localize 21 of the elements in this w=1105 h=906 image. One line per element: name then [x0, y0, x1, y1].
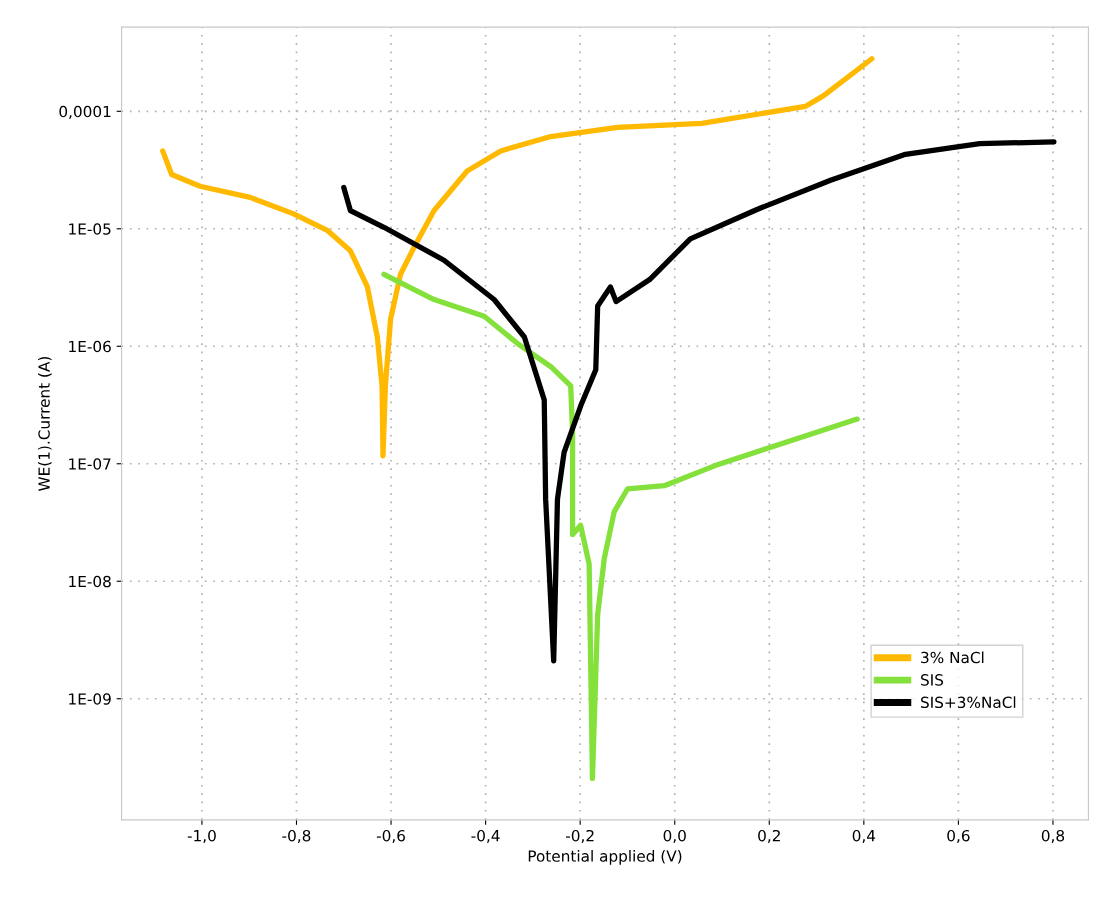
x-tick-label: -0,6: [376, 829, 405, 844]
x-tick-label: 0,0: [663, 829, 686, 844]
legend-label: 3% NaCl: [921, 651, 984, 664]
y-tick-label: 1E-06: [69, 340, 111, 353]
y-tick-label: 1E-08: [69, 575, 111, 588]
y-tick-label: 1E-09: [69, 693, 111, 705]
y-tick-label: 1E-05: [69, 223, 111, 235]
y-tick-label: 0,0001: [59, 105, 111, 119]
x-tick-label: 0,6: [947, 829, 970, 844]
x-tick-label: 0,4: [852, 829, 876, 844]
x-tick-label: 0,2: [758, 829, 780, 844]
x-tick-label: 0,8: [1041, 829, 1065, 844]
x-tick-label: -1,0: [187, 829, 216, 844]
legend-label: SIS+3%NaCl: [921, 696, 1016, 709]
y-axis-title: WE(1).Current (A): [38, 356, 52, 491]
x-tick-label: -0,8: [282, 829, 311, 844]
y-tick-label: 1E-07: [69, 458, 111, 470]
x-tick-label: -0,4: [471, 829, 500, 844]
x-axis-title: Potential applied (V): [528, 849, 682, 865]
x-tick-label: -0,2: [566, 829, 594, 844]
legend-label: SIS: [921, 674, 944, 686]
